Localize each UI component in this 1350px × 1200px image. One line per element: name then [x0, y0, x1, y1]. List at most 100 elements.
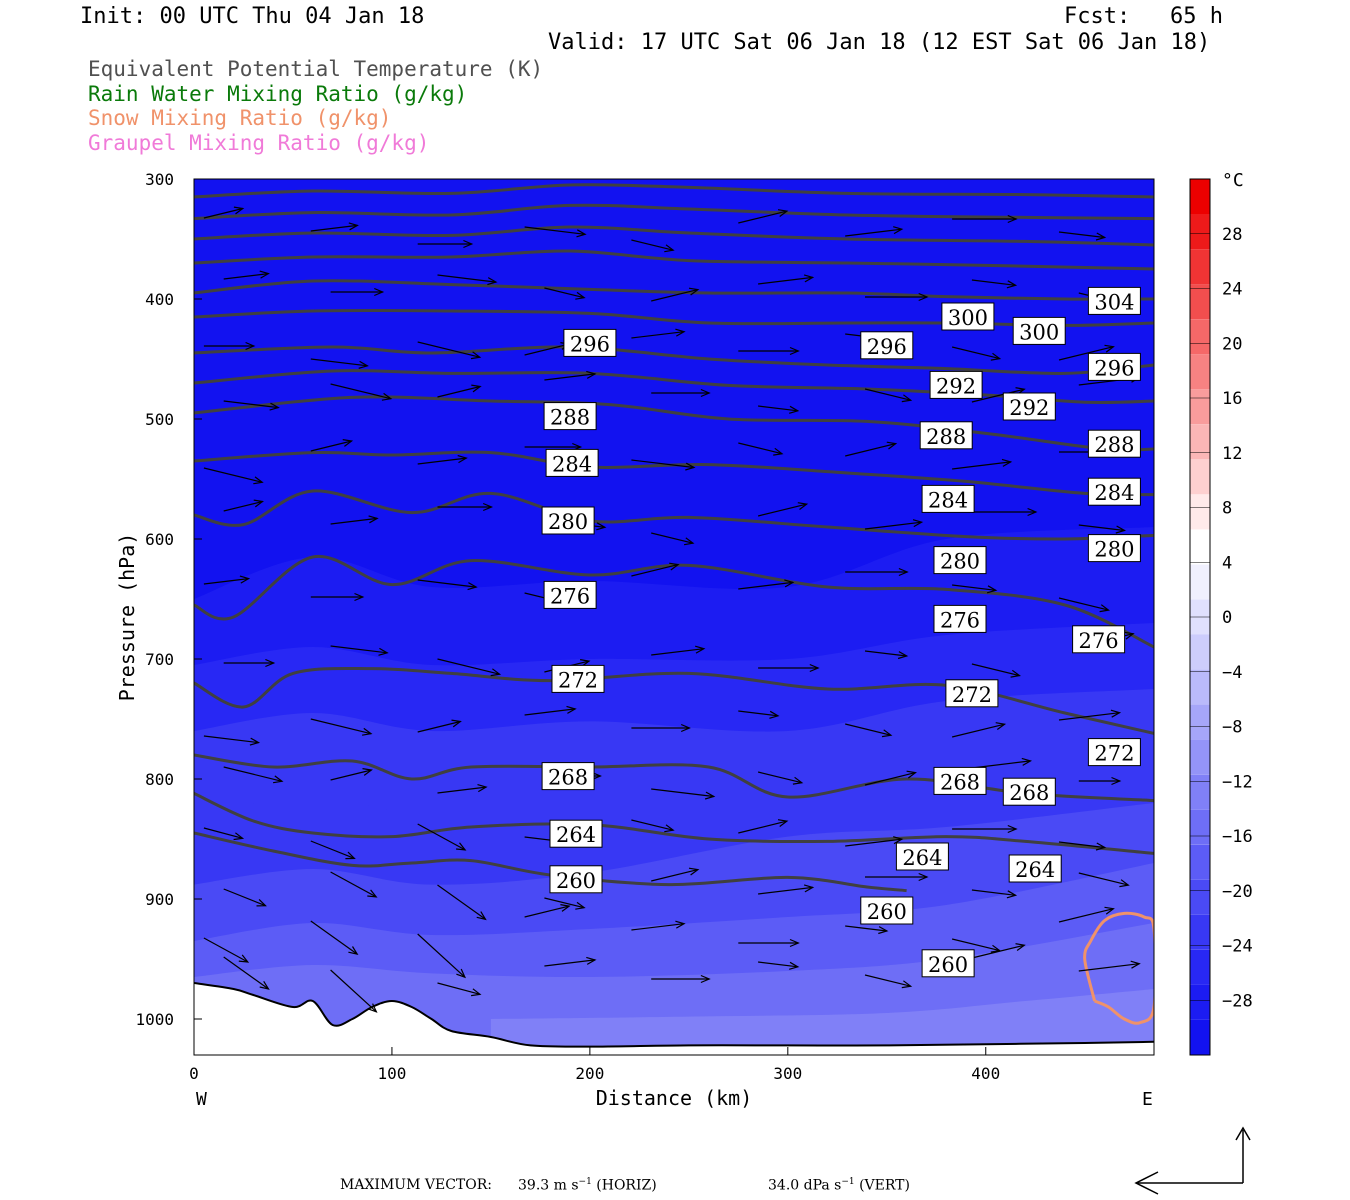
contour-label: 260	[867, 900, 907, 924]
wind-vector-shaft	[1058, 346, 1114, 361]
colorbar: 28 24 20 16 12 8 4 0 −4 −8 −12 −16 −20 −24 −28	[1189, 178, 1253, 1056]
colorbar-swatch	[1190, 529, 1210, 565]
wind-vector-shaft	[330, 645, 388, 654]
wind-vector-head	[456, 968, 467, 979]
wind-vector-head	[912, 519, 924, 528]
wind-vector-head	[777, 209, 789, 217]
theta-e-contour-260	[194, 831, 907, 893]
wind-vector-shaft	[631, 459, 695, 469]
colorbar-swatch	[1190, 634, 1210, 670]
colorbar-swatch	[1190, 949, 1210, 985]
x-tick-label: 300	[773, 1064, 802, 1083]
contour-label-box	[941, 302, 995, 331]
y-tick-label: 700	[145, 650, 174, 669]
theta-e-contour-288	[194, 395, 1154, 452]
wind-vector-shaft	[864, 974, 911, 987]
wind-vector-head	[269, 402, 280, 411]
contour-label: 300	[1019, 320, 1059, 344]
wind-vector-shaft	[864, 772, 916, 786]
wind-vector-head	[348, 222, 359, 231]
colorbar-swatch	[1190, 809, 1210, 845]
contour-label-box	[1087, 477, 1141, 506]
wind-vector-shaft	[330, 517, 378, 525]
contour-label-box	[541, 506, 595, 535]
wind-vector-shaft	[330, 769, 372, 781]
wind-vector-head	[1104, 906, 1115, 915]
contour-label-box	[933, 546, 987, 575]
contour-label-box	[1087, 534, 1141, 563]
wind-vector-shaft	[845, 443, 896, 457]
wind-vector-shaft	[971, 388, 1025, 403]
wind-vector-shaft	[845, 228, 902, 237]
wind-vector-head	[803, 274, 815, 283]
wind-vector-shaft	[1078, 963, 1140, 972]
temperature-bands	[194, 179, 1154, 1055]
wind-vectors	[203, 206, 1141, 1013]
wind-vector-shaft	[631, 239, 674, 251]
wind-vector-shaft	[437, 884, 486, 920]
wind-vector-head	[471, 384, 482, 393]
contour-label: 272	[952, 683, 992, 707]
wind-vector-shaft	[223, 766, 283, 782]
wind-vector-head	[348, 946, 359, 955]
wind-vector-shaft	[758, 276, 813, 285]
contour-label: 280	[940, 550, 980, 574]
contour-label-box	[1087, 352, 1141, 381]
wind-vector-head	[490, 668, 502, 677]
wind-vector-head	[477, 784, 488, 793]
wind-vector-head	[1130, 960, 1141, 969]
wind-vector-shaft	[544, 373, 596, 381]
colorbar-swatch	[1190, 494, 1210, 530]
contour-label: 272	[558, 668, 598, 692]
colorbar-swatch	[1190, 669, 1210, 705]
wind-vector-shaft	[1058, 712, 1120, 721]
contour-label: 288	[1094, 433, 1134, 457]
wind-vector-head	[675, 328, 686, 337]
wind-vector-shaft	[738, 210, 788, 224]
x-end-label-west: W	[196, 1089, 207, 1110]
wind-vector-shaft	[437, 982, 481, 995]
colorbar-swatch	[1190, 389, 1210, 425]
theta-e-contours	[194, 183, 1154, 893]
wind-vector-shaft	[310, 840, 355, 859]
wind-vector-head	[664, 244, 675, 253]
wind-vector-head	[457, 455, 468, 464]
theta-e-contour-316	[194, 203, 1154, 221]
colorbar-swatch	[1190, 774, 1210, 810]
colorbar-swatch	[1190, 1020, 1210, 1055]
colorbar-swatch	[1190, 459, 1210, 495]
wind-vector-shaft	[417, 341, 480, 358]
wind-vector-head	[580, 659, 591, 667]
contour-label: 268	[1009, 781, 1049, 805]
wind-vector-shaft	[223, 400, 279, 409]
wind-vector-shaft	[223, 273, 269, 280]
wind-vector-head	[482, 502, 494, 512]
contour-label: 288	[550, 406, 590, 430]
wind-vector-shaft	[203, 827, 243, 839]
colorbar-swatch	[1190, 214, 1210, 249]
wind-vector-shaft	[417, 933, 466, 978]
wind-vector-head	[463, 239, 474, 249]
wind-vector-head	[809, 663, 820, 673]
wind-vector-head	[596, 522, 607, 531]
colorbar-tick-label: 12	[1222, 444, 1242, 464]
wind-vector-shaft	[524, 343, 570, 356]
colorbar-tick-label: 16	[1222, 389, 1242, 409]
wind-vector-shaft	[971, 889, 1016, 896]
contour-label-box	[543, 402, 597, 431]
contour-label-box	[551, 664, 605, 693]
wind-vector-head	[700, 388, 711, 398]
wind-vector-shaft	[524, 708, 576, 716]
contour-labels: 296 296 300 300 304 296 288 292 292 288 288 284 284 2…	[541, 286, 1141, 978]
y-axis-label: Pressure (hPa)	[115, 533, 139, 702]
wind-vector-head	[575, 901, 586, 910]
wind-vector-head	[451, 719, 462, 728]
wind-vector-shaft	[631, 564, 679, 577]
wind-vector-head	[249, 737, 261, 746]
wind-vector-head	[695, 645, 706, 654]
terrain-fill	[194, 983, 1154, 1055]
contour-label-box	[549, 819, 603, 848]
contour-label: 292	[1009, 396, 1049, 420]
wind-vector-shaft	[544, 287, 585, 299]
wind-vector-shaft	[971, 279, 1016, 286]
